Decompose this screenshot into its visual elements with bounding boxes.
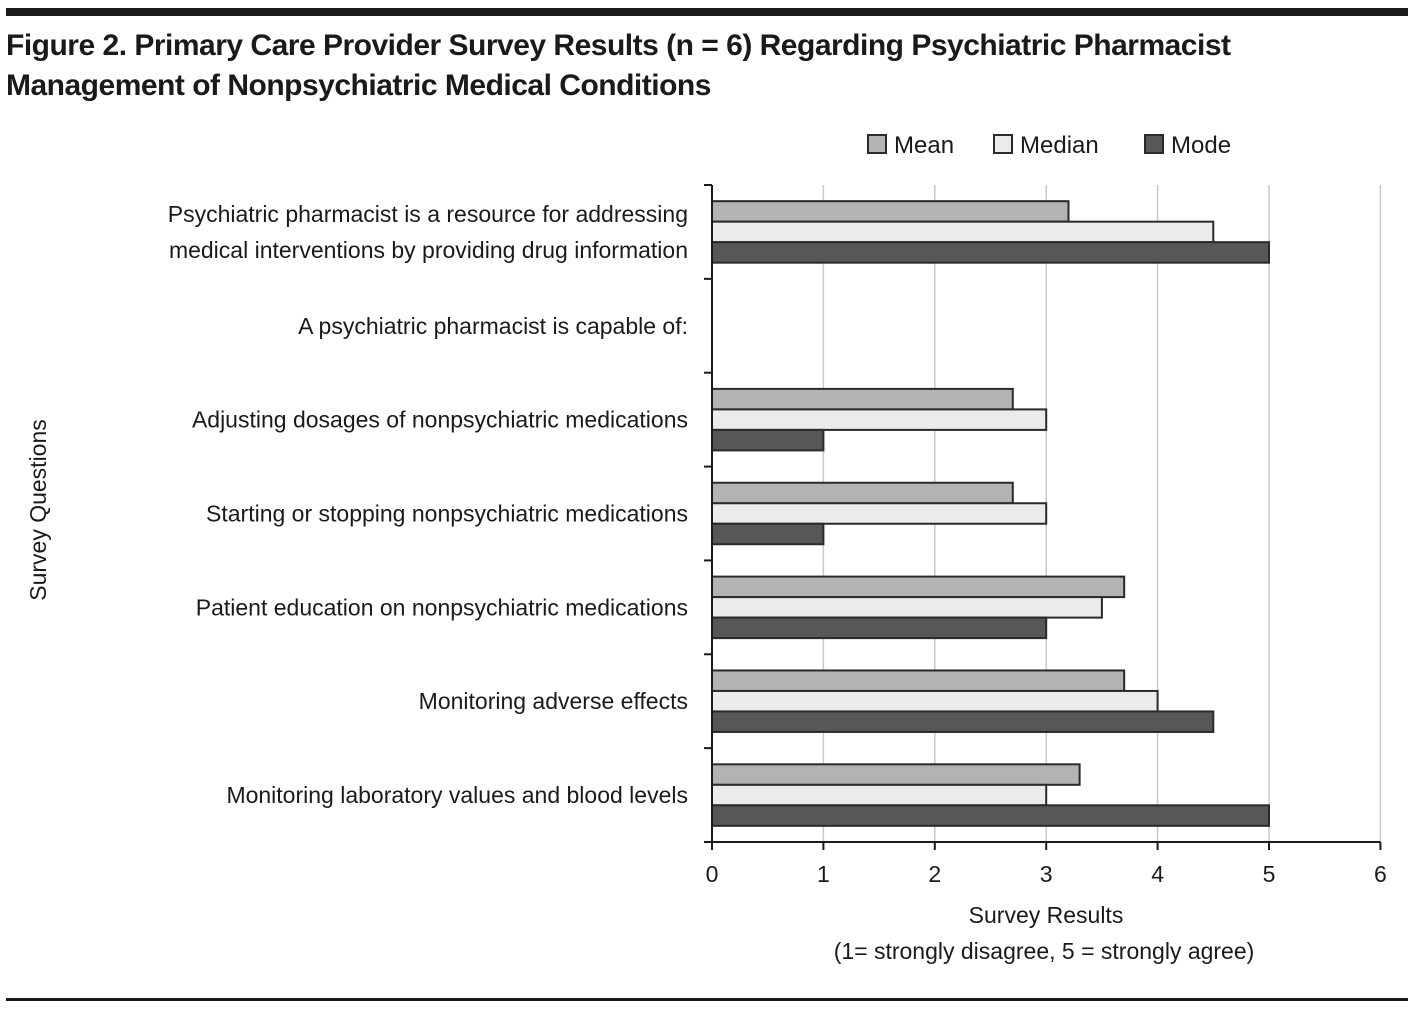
axes: 0 1 2 3 4 5 6 xyxy=(704,184,1387,887)
bar-mode xyxy=(711,710,1215,733)
category-labels: Psychiatric pharmacist is a resource for… xyxy=(168,201,688,808)
figure-title-line-1: Figure 2. Primary Care Provider Survey R… xyxy=(6,29,1231,62)
category-label: Starting or stopping nonpsychiatric medi… xyxy=(206,501,688,527)
legend-swatch-mean xyxy=(867,134,887,154)
bar-mode xyxy=(711,616,1048,640)
bar-mean xyxy=(711,387,1014,411)
bar-mode xyxy=(711,428,825,452)
bar-median xyxy=(711,220,1215,244)
bar-mode xyxy=(711,241,1270,264)
bar-mode xyxy=(711,804,1270,827)
bar-mode xyxy=(711,522,825,546)
bar-mean xyxy=(711,763,1081,786)
legend-label-median: Median xyxy=(1020,132,1099,159)
bar-median xyxy=(711,689,1159,713)
bar-mean xyxy=(711,481,1014,505)
category-label: Psychiatric pharmacist is a resource for… xyxy=(168,201,688,227)
bar-median xyxy=(711,408,1048,431)
x-tick-label: 1 xyxy=(817,861,830,887)
category-label: Monitoring laboratory values and blood l… xyxy=(226,782,688,808)
y-axis-title: Survey Questions xyxy=(25,419,51,601)
x-axis-title: Survey Results xyxy=(969,902,1124,928)
bar-median xyxy=(711,502,1048,525)
legend: Mean Median Mode xyxy=(867,132,1231,159)
bar-median xyxy=(711,596,1103,619)
category-label: Adjusting dosages of nonpsychiatric medi… xyxy=(192,407,688,433)
bar-mean xyxy=(711,575,1126,599)
x-tick-label: 0 xyxy=(706,861,719,887)
x-axis-subtitle: (1= strongly disagree, 5 = strongly agre… xyxy=(834,938,1255,964)
bar-mean xyxy=(711,669,1126,692)
category-label: Monitoring adverse effects xyxy=(419,688,688,714)
top-rule xyxy=(6,8,1408,16)
bars xyxy=(711,200,1270,827)
x-tick-label: 5 xyxy=(1263,861,1276,887)
x-tick-label: 3 xyxy=(1040,861,1053,887)
figure-title: Figure 2. Primary Care Provider Survey R… xyxy=(6,26,1410,106)
figure-title-line-2: Management of Nonpsychiatric Medical Con… xyxy=(6,69,711,102)
bar-mean xyxy=(711,200,1070,223)
category-label: medical interventions by providing drug … xyxy=(169,237,688,263)
bar-median xyxy=(711,783,1048,807)
x-tick-label: 2 xyxy=(928,861,941,887)
legend-label-mean: Mean xyxy=(894,132,954,159)
category-label: Patient education on nonpsychiatric medi… xyxy=(196,594,688,620)
x-tick-label: 4 xyxy=(1151,861,1164,887)
legend-swatch-median xyxy=(993,134,1013,154)
legend-swatch-mode xyxy=(1144,134,1164,154)
bottom-rule xyxy=(6,998,1408,1001)
legend-label-mode: Mode xyxy=(1171,132,1231,159)
category-label: A psychiatric pharmacist is capable of: xyxy=(298,313,688,339)
x-tick-label: 6 xyxy=(1374,861,1387,887)
